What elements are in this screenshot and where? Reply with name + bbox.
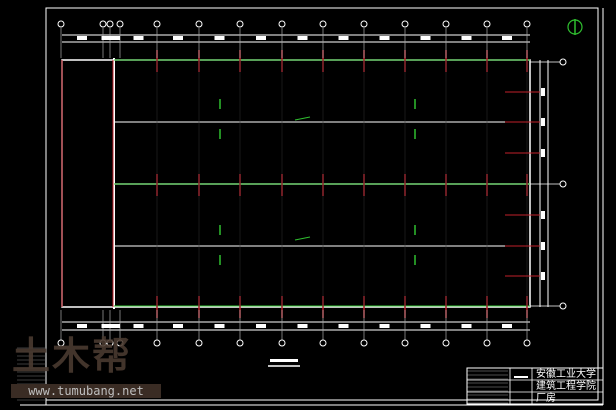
dimension-text xyxy=(338,324,349,328)
axis-bubble xyxy=(319,20,327,28)
dimension-text xyxy=(502,36,512,40)
dimension-text xyxy=(420,324,431,328)
dimension-text xyxy=(256,36,266,40)
axis-bubble xyxy=(523,339,531,347)
axis-bubble xyxy=(153,339,161,347)
axis-bubble xyxy=(195,20,203,28)
dimension-text xyxy=(77,36,87,40)
axis-bubble xyxy=(559,302,567,310)
pipe-tag xyxy=(541,118,545,126)
dimension-text xyxy=(379,324,390,328)
drawing-caption xyxy=(270,359,298,362)
dimension-text xyxy=(214,324,225,328)
dimension-text xyxy=(297,324,308,328)
pipe-tag xyxy=(541,211,545,219)
dimension-text xyxy=(133,324,144,328)
axis-bubble xyxy=(483,339,491,347)
dimension-text xyxy=(101,324,112,328)
axis-bubble xyxy=(278,20,286,28)
axis-bubble xyxy=(483,20,491,28)
title-school: 安徽工业大学 xyxy=(536,369,596,380)
dimension-text xyxy=(214,36,225,40)
axis-bubble xyxy=(106,339,114,347)
dimension-text xyxy=(461,36,472,40)
watermark-url: www.tumubang.net xyxy=(11,384,161,398)
dimension-text xyxy=(461,324,472,328)
pipe-tag xyxy=(541,242,545,250)
dimension-text xyxy=(110,324,120,328)
axis-bubble xyxy=(99,20,107,28)
axis-bubble xyxy=(559,58,567,66)
axis-bubble xyxy=(559,180,567,188)
dimension-text xyxy=(338,36,349,40)
axis-bubble xyxy=(401,339,409,347)
axis-bubble xyxy=(360,339,368,347)
axis-bubble xyxy=(57,339,65,347)
axis-bubble xyxy=(442,339,450,347)
pipe-tag xyxy=(541,149,545,157)
axis-bubble xyxy=(153,20,161,28)
axis-bubble xyxy=(442,20,450,28)
dimension-text xyxy=(110,36,120,40)
dimension-text xyxy=(256,324,266,328)
axis-bubble xyxy=(523,20,531,28)
dimension-text xyxy=(420,36,431,40)
axis-bubble xyxy=(401,20,409,28)
dimension-text xyxy=(502,324,512,328)
axis-bubble xyxy=(106,20,114,28)
axis-bubble xyxy=(116,339,124,347)
pipe-tag xyxy=(541,272,545,280)
dimension-text xyxy=(101,36,112,40)
title-block xyxy=(466,367,604,405)
axis-bubble xyxy=(236,20,244,28)
axis-bubble xyxy=(116,20,124,28)
dimension-text xyxy=(77,324,87,328)
dimension-text xyxy=(297,36,308,40)
dimension-text xyxy=(173,324,183,328)
slope-arrow xyxy=(294,236,311,241)
axis-bubble xyxy=(99,339,107,347)
title-department: 建筑工程学院 xyxy=(536,381,596,392)
dimension-text xyxy=(173,36,183,40)
dimension-text xyxy=(133,36,144,40)
axis-bubble xyxy=(319,339,327,347)
watermark-logo: 土木帮 xyxy=(12,334,133,378)
axis-bubble xyxy=(360,20,368,28)
slope-arrow xyxy=(294,116,311,121)
title-block-name xyxy=(514,376,528,378)
axis-bubble xyxy=(278,339,286,347)
pipe-tag xyxy=(541,88,545,96)
axis-bubble xyxy=(57,20,65,28)
axis-bubble xyxy=(236,339,244,347)
dimension-text xyxy=(379,36,390,40)
title-project: 厂房 xyxy=(536,393,556,404)
axis-bubble xyxy=(195,339,203,347)
